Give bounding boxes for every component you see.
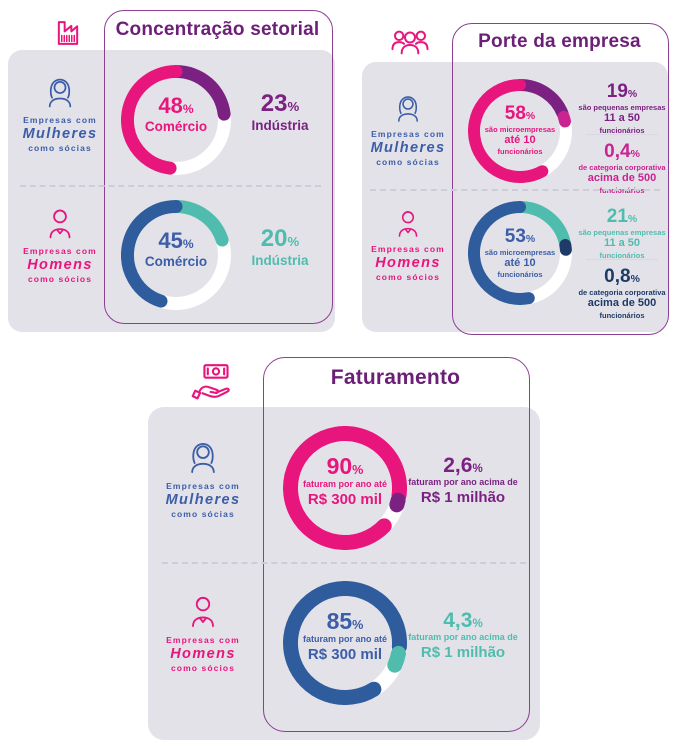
man-icon xyxy=(41,205,79,243)
side-stat: 20% Indústria xyxy=(251,225,309,269)
group-label-line1: Empresas com xyxy=(371,244,445,254)
group-label-name: Mulheres xyxy=(165,492,241,508)
donut-chart-setorial-homens xyxy=(121,200,231,310)
group-label-line1: Empresas com xyxy=(166,481,240,491)
man-icon xyxy=(183,592,223,632)
group-label-line1: Empresas com xyxy=(166,635,240,645)
woman-icon xyxy=(391,92,425,126)
donut-center-label: 45% Comércio xyxy=(144,228,208,270)
donut-chart-faturamento-homens xyxy=(283,581,407,705)
donut-center-label: 53% são microempresas até 10 funcionário… xyxy=(484,226,556,280)
porte-panel-background xyxy=(362,62,668,332)
donut-center-label: 85% faturam por ano até R$ 300 mil xyxy=(302,608,387,663)
group-label-homens: Empresas com Homens como sócios xyxy=(4,205,116,284)
setorial-panel-background xyxy=(8,50,335,332)
group-label-name: Homens xyxy=(170,646,236,662)
group-label-mulheres: Empresas com Mulheres como sócias xyxy=(147,438,259,519)
faturamento-panel-background xyxy=(148,407,540,740)
man-icon xyxy=(391,207,425,241)
group-label-name: Homens xyxy=(375,255,441,271)
porte-title: Porte da empresa xyxy=(478,31,641,52)
donut-center-label: 48% Comércio xyxy=(144,93,208,135)
side-stat: 2,6% faturam por ano acima de R$ 1 milhã… xyxy=(408,454,518,506)
setorial-panel-frame xyxy=(104,10,333,324)
side-stat-pequenas: 19% são pequenas empresas 11 a 50 funcio… xyxy=(578,81,666,135)
side-divider xyxy=(586,134,658,135)
side-divider xyxy=(586,259,658,260)
group-label-line3: como sócios xyxy=(27,274,93,284)
group-label-name: Homens xyxy=(27,257,93,273)
group-label-homens: Empresas com Homens como sócios xyxy=(147,592,259,673)
donut-chart-faturamento-mulheres xyxy=(283,426,407,550)
group-label-line3: como sócias xyxy=(376,157,440,167)
side-stat: 23% Indústria xyxy=(251,90,309,134)
row-divider xyxy=(162,562,526,564)
group-label-line1: Empresas com xyxy=(371,129,445,139)
donut-chart-porte-mulheres xyxy=(468,79,572,183)
donut-chart-porte-homens xyxy=(468,201,572,305)
row-divider xyxy=(370,189,660,191)
group-label-line1: Empresas com xyxy=(23,246,97,256)
setorial-title: Concentração setorial xyxy=(115,19,320,40)
donut-center-label: 58% são microempresas até 10 funcionário… xyxy=(484,103,556,157)
group-label-homens: Empresas com Homens como sócios xyxy=(352,207,464,282)
group-label-name: Mulheres xyxy=(22,126,98,142)
woman-icon xyxy=(41,74,79,112)
porte-panel-frame xyxy=(452,23,669,335)
money-hand-icon xyxy=(190,359,240,406)
factory-icon xyxy=(48,13,88,53)
group-label-line1: Empresas com xyxy=(23,115,97,125)
side-stat-corporativa: 0,8% de categoria corporativa acima de 5… xyxy=(578,266,666,320)
group-label-mulheres: Empresas com Mulheres como sócias xyxy=(4,74,116,153)
group-label-line3: como sócios xyxy=(375,272,441,282)
people-group-icon xyxy=(390,27,430,58)
group-label-line3: como sócios xyxy=(170,663,236,673)
side-stat: 4,3% faturam por ano acima de R$ 1 milhã… xyxy=(408,609,518,661)
group-label-line3: como sócias xyxy=(28,143,92,153)
row-divider xyxy=(20,185,321,187)
donut-center-label: 90% faturam por ano até R$ 300 mil xyxy=(302,453,387,508)
woman-icon xyxy=(183,438,223,478)
group-label-line3: como sócias xyxy=(171,509,235,519)
group-label-mulheres: Empresas com Mulheres como sócias xyxy=(352,92,464,167)
side-stat-corporativa: 0,4% de categoria corporativa acima de 5… xyxy=(578,141,666,195)
group-label-name: Mulheres xyxy=(370,140,446,156)
faturamento-panel-frame xyxy=(263,357,530,732)
faturamento-title: Faturamento xyxy=(330,366,461,389)
side-stat-pequenas: 21% são pequenas empresas 11 a 50 funcio… xyxy=(578,206,666,260)
donut-chart-setorial-mulheres xyxy=(121,65,231,175)
